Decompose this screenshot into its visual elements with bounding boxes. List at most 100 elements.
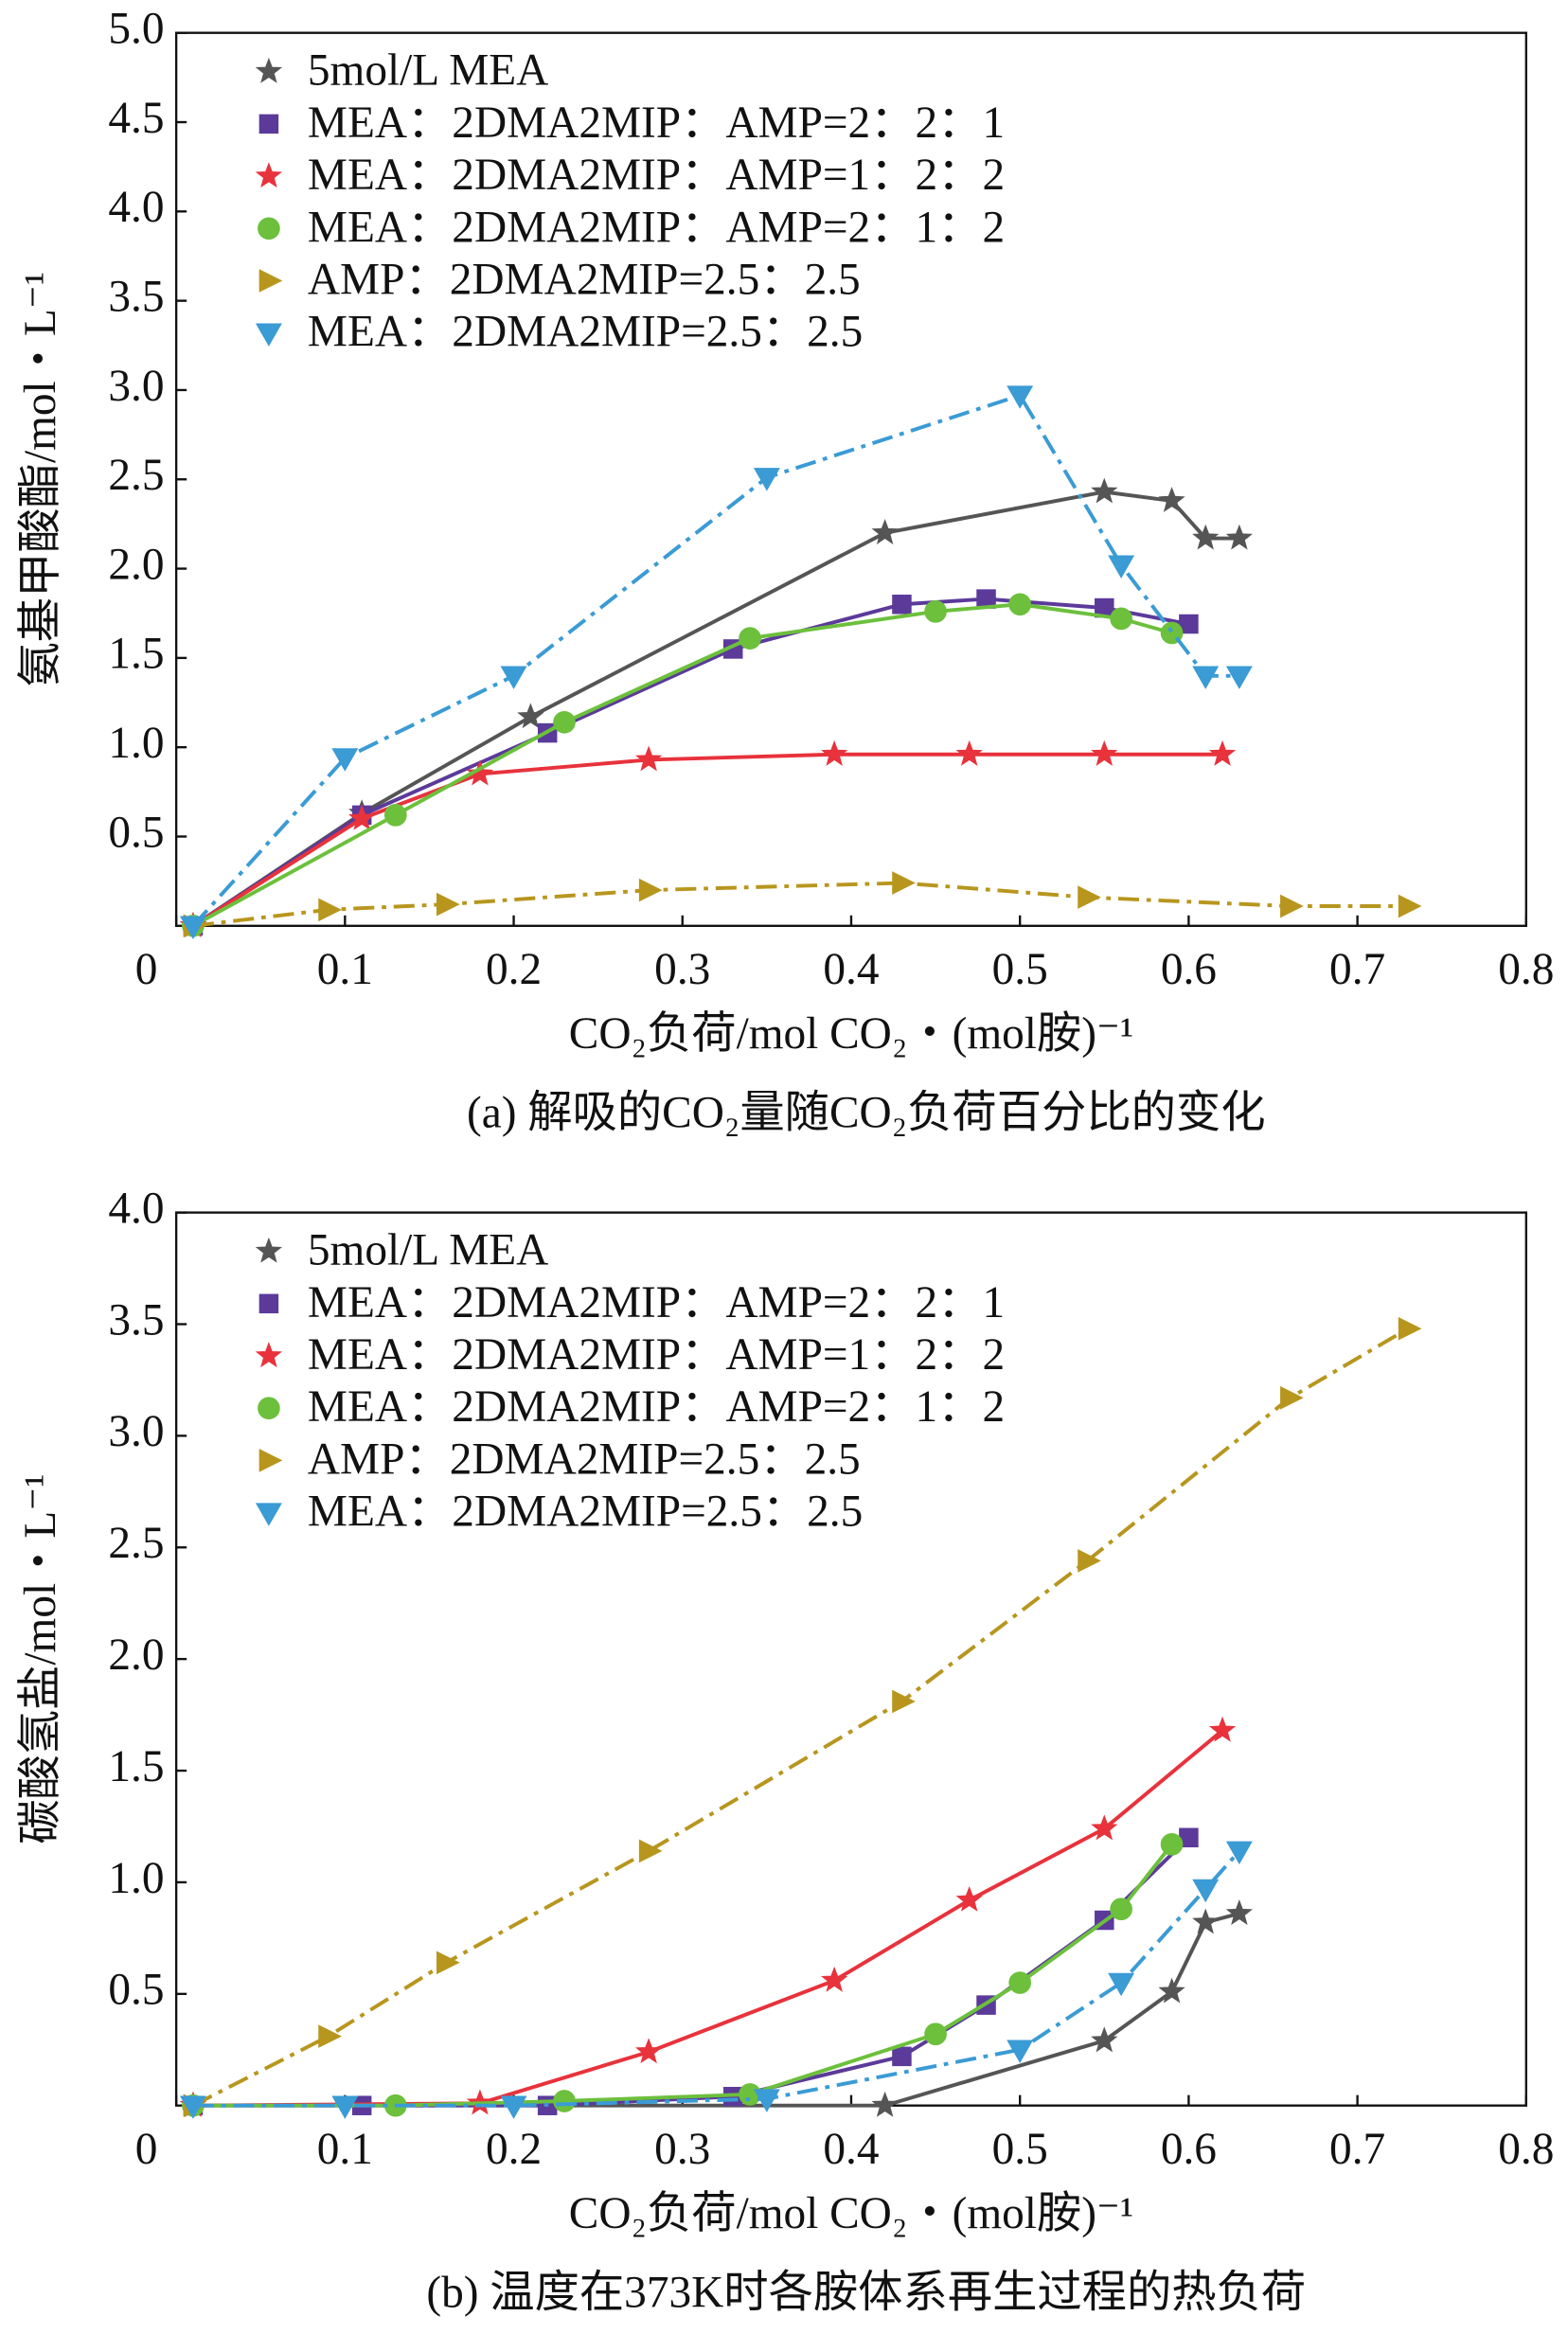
y-tick-label: 0.5 (108, 808, 164, 857)
legend-label: MEA：2DMA2MIP：AMP=2：2：1 (308, 1278, 1005, 1327)
marker (255, 1342, 283, 1368)
legend-label: 5mol/L MEA (308, 46, 548, 96)
marker (437, 1951, 460, 1975)
marker (517, 703, 544, 729)
x-tick-label: 0.2 (486, 945, 542, 994)
marker (1091, 739, 1118, 766)
marker (955, 739, 983, 766)
marker (924, 2022, 947, 2046)
marker (739, 627, 761, 650)
x-tick-label: 0.3 (654, 2125, 710, 2174)
x-tick-label: 0.3 (654, 945, 710, 994)
series-line (191, 490, 1239, 928)
marker (331, 2095, 359, 2119)
marker (1280, 894, 1304, 918)
y-tick-label: 1.5 (108, 1742, 164, 1791)
marker (638, 878, 663, 902)
x-tick-label: 0.1 (317, 2125, 373, 2174)
marker (892, 2046, 912, 2067)
y-tick-label: 4.0 (108, 183, 164, 232)
marker (1192, 524, 1220, 550)
y-axis-label: 碳酸氢盐/mol・L⁻¹ (16, 1474, 65, 1844)
marker (1160, 1833, 1184, 1856)
y-tick-label: 2.0 (108, 1630, 164, 1680)
legend-label: MEA：2DMA2MIP：AMP=1：2：2 (308, 151, 1005, 200)
caption: (a) 解吸的CO₂量随CO₂负荷百分比的变化 (467, 1089, 1266, 1138)
series-line (192, 1729, 1224, 2108)
marker (638, 1839, 663, 1863)
legend-label: MEA：2DMA2MIP：AMP=2：2：1 (308, 98, 1005, 148)
legend-label: AMP：2DMA2MIP=2.5：2.5 (308, 1434, 861, 1484)
marker (1110, 607, 1132, 631)
marker (892, 1689, 916, 1714)
marker (1192, 1879, 1220, 1903)
marker (1398, 894, 1422, 918)
marker (179, 916, 206, 940)
series-line (192, 1836, 1190, 2108)
marker (255, 57, 283, 83)
y-tick-label: 0.5 (108, 1966, 164, 2015)
y-tick-label: 3.0 (108, 362, 164, 411)
marker (500, 666, 527, 689)
marker (553, 2090, 576, 2112)
y-tick-label: 1.5 (108, 630, 164, 679)
marker (437, 892, 460, 917)
marker (258, 1449, 283, 1472)
x-tick-label: 0.5 (992, 945, 1048, 994)
marker (1007, 2040, 1034, 2063)
marker (258, 217, 280, 241)
marker (1192, 1908, 1220, 1934)
legend-label: AMP：2DMA2MIP=2.5：2.5 (308, 256, 861, 305)
legend-label: 5mol/L MEA (308, 1226, 548, 1275)
marker (1007, 385, 1034, 409)
marker (255, 162, 283, 188)
x-tick-label: 0.5 (992, 2125, 1048, 2174)
marker (258, 1397, 280, 1420)
marker (821, 1966, 848, 1992)
y-tick-label: 4.0 (108, 1184, 164, 1233)
caption: (b) 温度在373K时各胺体系再生过程的热负荷 (426, 2268, 1306, 2317)
marker (1225, 666, 1253, 689)
marker (1091, 1814, 1118, 1841)
marker (179, 2095, 206, 2119)
marker (1208, 739, 1237, 766)
y-tick-label: 5.0 (108, 5, 164, 54)
x-tick-label: 0.7 (1329, 945, 1385, 994)
marker (258, 114, 279, 134)
marker (466, 759, 494, 786)
marker (1280, 1385, 1304, 1410)
marker (1091, 2026, 1118, 2053)
x-tick-label: 0.8 (1498, 2125, 1554, 2174)
y-axis-label: 氨基甲酸酯/mol・L⁻¹ (16, 272, 65, 687)
marker (348, 804, 376, 830)
x-axis-label: CO₂负荷/mol CO₂・(mol胺)⁻¹ (569, 2189, 1133, 2238)
x-tick-label: 0.4 (823, 945, 879, 994)
marker (255, 323, 282, 347)
x-tick-label: 0.6 (1161, 2125, 1217, 2174)
y-tick-label: 2.0 (108, 540, 164, 589)
marker (635, 2038, 663, 2064)
y-tick-label: 2.5 (108, 451, 164, 500)
series-line (191, 393, 1239, 928)
legend-label: MEA：2DMA2MIP：AMP=2：1：2 (308, 203, 1005, 252)
x-tick-label: 0.1 (317, 945, 373, 994)
marker (318, 898, 342, 922)
marker (258, 1293, 279, 1314)
marker (500, 2095, 527, 2119)
marker (255, 1237, 283, 1263)
marker (1078, 1549, 1101, 1573)
marker (1110, 1897, 1132, 1921)
x-tick-label: 0.2 (486, 2125, 542, 2174)
marker (924, 599, 947, 623)
y-tick-label: 4.5 (108, 94, 164, 143)
marker (553, 710, 576, 734)
legend-label: MEA：2DMA2MIP=2.5：2.5 (308, 308, 863, 357)
marker (955, 1886, 983, 1912)
x-tick-label: 0.7 (1329, 2125, 1385, 2174)
marker (821, 739, 848, 766)
marker (892, 871, 916, 895)
marker (331, 748, 359, 772)
marker (1078, 885, 1101, 909)
marker (871, 2091, 899, 2117)
